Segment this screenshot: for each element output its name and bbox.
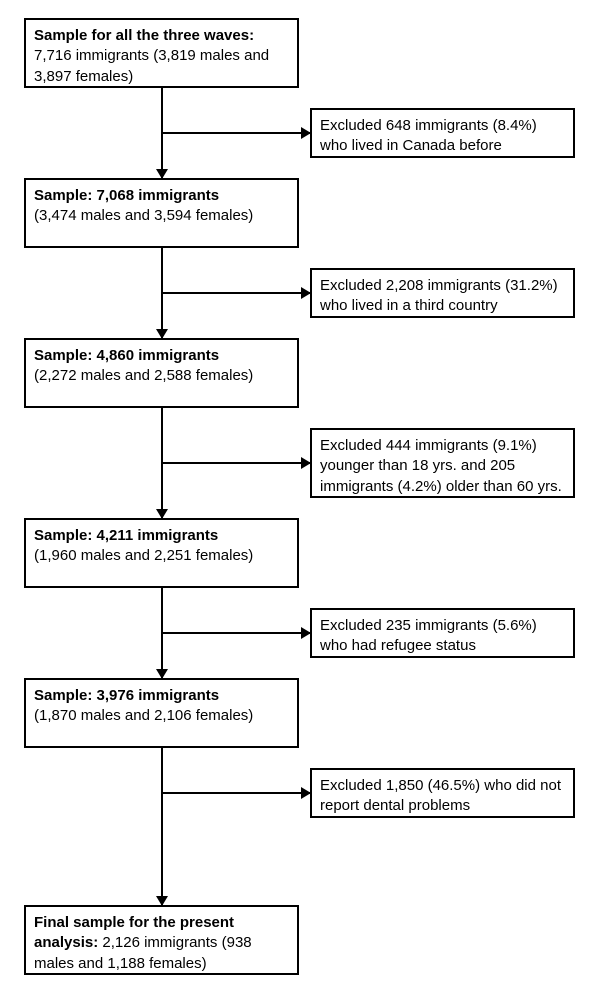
sample-box-2: Sample: 7,068 immigrants (3,474 males an… [24,178,299,248]
exclusion-box-2: Excluded 2,208 immigrants (31.2%) who li… [310,268,575,318]
arrow-right-5 [161,792,310,794]
sample-box-4-body: (1,960 males and 2,251 females) [34,547,253,564]
sample-box-2-title: Sample: 7,068 immigrants [34,187,219,204]
final-sample-box: Final sample for the present analysis: 2… [24,905,299,975]
exclusion-box-1: Excluded 648 immigrants (8.4%) who lived… [310,108,575,158]
exclusion-text-2: Excluded 2,208 immigrants (31.2%) who li… [320,277,558,314]
sample-box-4: Sample: 4,211 immigrants (1,960 males an… [24,518,299,588]
arrow-down-5 [161,748,163,905]
sample-box-2-body: (3,474 males and 3,594 females) [34,207,253,224]
exclusion-box-4: Excluded 235 immigrants (5.6%) who had r… [310,608,575,658]
arrow-right-4 [161,632,310,634]
arrow-right-3 [161,462,310,464]
sample-box-1-title: Sample for all the three waves: [34,27,254,44]
sample-box-4-title: Sample: 4,211 immigrants [34,527,218,544]
exclusion-text-3: Excluded 444 immigrants (9.1%) younger t… [320,437,562,495]
sample-box-3-body: (2,272 males and 2,588 females) [34,367,253,384]
arrow-right-2 [161,292,310,294]
exclusion-text-1: Excluded 648 immigrants (8.4%) who lived… [320,117,537,154]
sample-box-1: Sample for all the three waves: 7,716 im… [24,18,299,88]
sample-box-5-body: (1,870 males and 2,106 females) [34,707,253,724]
exclusion-box-3: Excluded 444 immigrants (9.1%) younger t… [310,428,575,498]
sample-box-3-title: Sample: 4,860 immigrants [34,347,219,364]
exclusion-box-5: Excluded 1,850 (46.5%) who did not repor… [310,768,575,818]
arrow-right-1 [161,132,310,134]
sample-box-1-body: 7,716 immigrants (3,819 males and 3,897 … [34,47,269,84]
sample-box-5: Sample: 3,976 immigrants (1,870 males an… [24,678,299,748]
exclusion-text-4: Excluded 235 immigrants (5.6%) who had r… [320,617,537,654]
sample-box-3: Sample: 4,860 immigrants (2,272 males an… [24,338,299,408]
exclusion-text-5: Excluded 1,850 (46.5%) who did not repor… [320,777,561,814]
sample-box-5-title: Sample: 3,976 immigrants [34,687,219,704]
